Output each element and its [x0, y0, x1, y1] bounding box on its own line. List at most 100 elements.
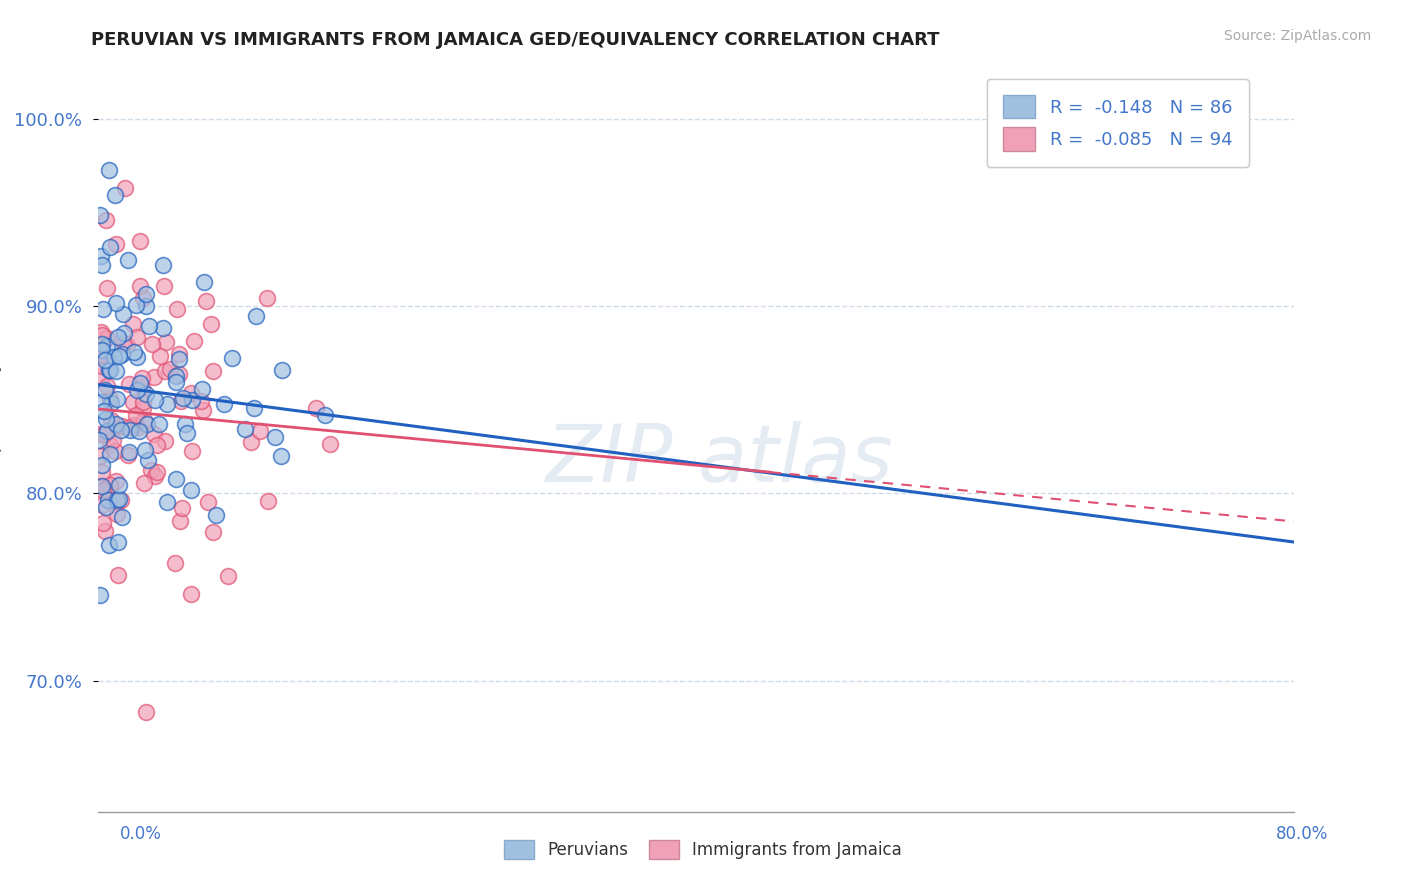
Point [93, 404, 115, 418]
Point [94, 383, 117, 397]
Point [263, 430, 285, 444]
Point [197, 494, 219, 508]
Point [94, 524, 117, 539]
Point [89, 449, 111, 463]
Point [90, 348, 112, 362]
Point [190, 393, 212, 408]
Point [148, 417, 170, 432]
Point [134, 442, 156, 457]
Point [127, 420, 149, 434]
Point [98, 438, 121, 452]
Point [155, 335, 177, 350]
Point [105, 494, 128, 508]
Point [103, 351, 125, 365]
Point [125, 408, 148, 422]
Point [170, 393, 193, 408]
Point [129, 234, 152, 248]
Point [104, 474, 127, 488]
Point [149, 349, 172, 363]
Point [112, 336, 135, 351]
Point [111, 307, 134, 321]
Point [141, 337, 163, 351]
Point [125, 383, 148, 397]
Point [176, 425, 198, 440]
Point [89, 588, 111, 602]
Point [91, 348, 114, 362]
Point [167, 367, 190, 381]
Point [132, 475, 155, 490]
Point [132, 401, 155, 416]
Point [245, 309, 267, 323]
Point [98, 362, 121, 376]
Point [201, 363, 224, 377]
Point [110, 423, 132, 437]
Text: Source: ZipAtlas.com: Source: ZipAtlas.com [1223, 29, 1371, 43]
Point [89, 433, 111, 447]
Point [94, 213, 117, 227]
Point [233, 422, 256, 436]
Point [305, 401, 328, 416]
Point [91, 258, 114, 272]
Point [90, 249, 112, 263]
Point [135, 705, 157, 719]
Point [201, 524, 224, 539]
Point [143, 370, 166, 384]
Point [166, 302, 188, 317]
Point [105, 417, 128, 431]
Point [314, 409, 336, 423]
Point [115, 337, 138, 351]
Point [212, 397, 235, 411]
Point [107, 568, 129, 582]
Point [165, 369, 187, 384]
Point [136, 452, 159, 467]
Point [93, 427, 115, 442]
Point [173, 417, 195, 432]
Point [165, 375, 187, 389]
Point [132, 291, 155, 305]
Point [91, 343, 114, 357]
Point [163, 556, 186, 570]
Point [98, 478, 121, 492]
Point [141, 463, 163, 477]
Point [96, 379, 118, 393]
Point [108, 349, 131, 363]
Point [131, 394, 153, 409]
Point [107, 492, 129, 507]
Point [96, 411, 118, 425]
Point [142, 427, 165, 442]
Point [111, 510, 134, 524]
Point [89, 326, 111, 340]
Point [200, 318, 222, 332]
Point [117, 449, 139, 463]
Point [118, 376, 141, 391]
Point [181, 444, 204, 458]
Point [90, 327, 112, 342]
Point [90, 479, 112, 493]
Point [118, 445, 141, 459]
Point [94, 353, 117, 368]
Point [146, 466, 169, 480]
Point [101, 421, 124, 435]
Point [170, 501, 193, 516]
Point [90, 359, 112, 373]
Point [98, 240, 121, 254]
Point [118, 419, 141, 434]
Point [91, 483, 114, 497]
Text: 0.0%: 0.0% [120, 825, 162, 843]
Point [135, 287, 157, 301]
Point [96, 500, 118, 514]
Point [112, 326, 135, 341]
Point [98, 162, 121, 177]
Point [96, 281, 118, 295]
Point [107, 329, 129, 343]
Point [91, 516, 114, 530]
Point [98, 392, 121, 407]
Point [167, 352, 190, 367]
Point [101, 433, 124, 447]
Point [180, 587, 202, 601]
Point [239, 434, 262, 449]
Point [97, 493, 120, 508]
Point [136, 417, 159, 432]
Legend: Peruvians, Immigrants from Jamaica: Peruvians, Immigrants from Jamaica [496, 831, 910, 868]
Point [117, 252, 139, 267]
